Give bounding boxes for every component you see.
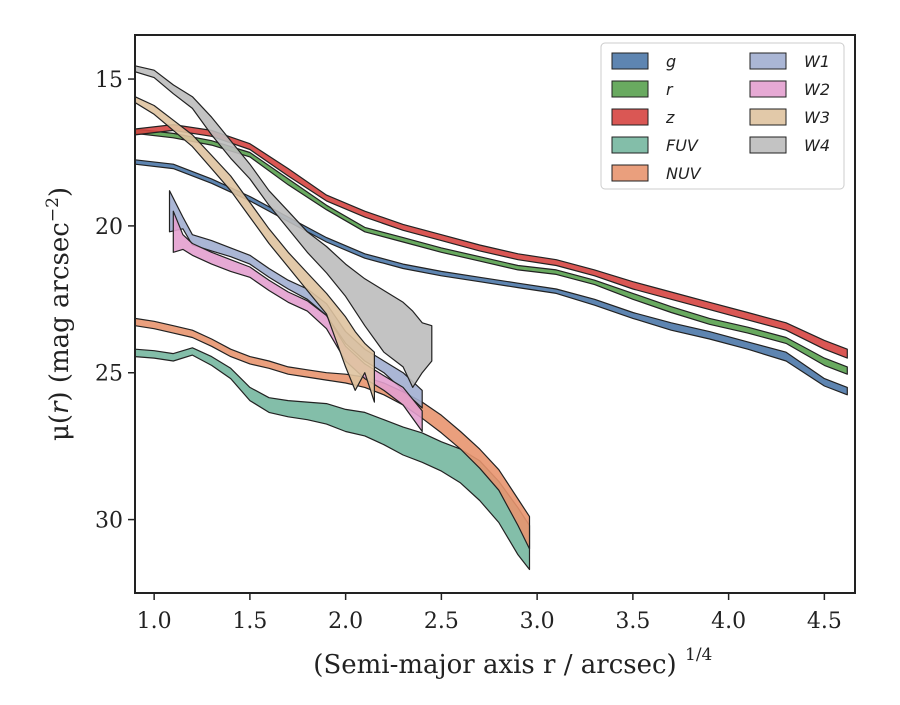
y-axis-label-prefix: μ(	[45, 414, 75, 441]
y-axis-label-var: r	[45, 400, 75, 414]
legend-label-z: z	[665, 108, 675, 127]
legend-label-w2: W2	[804, 80, 830, 99]
x-axis-ticks: 1.0 1.5 2.0 2.5 3.0 3.5 4.0 4.5	[137, 593, 842, 634]
series-band-z	[135, 124, 848, 359]
x-tick-label: 3.5	[615, 609, 650, 634]
series-band-fuv	[135, 347, 531, 571]
x-tick-label: 2.0	[328, 609, 363, 634]
legend-swatch-w1	[749, 52, 787, 70]
y-axis-label-close: )	[45, 187, 75, 197]
legend-label-w4: W4	[804, 136, 830, 155]
legend-label-g: g	[666, 52, 676, 71]
x-tick-label: 1.0	[137, 609, 172, 634]
y-tick-label: 25	[95, 362, 123, 387]
legend-swatch-g	[611, 52, 649, 70]
y-tick-label: 30	[95, 509, 123, 534]
x-axis-label-text: (Semi-major axis r / arcsec)	[313, 650, 676, 680]
legend-swatch-w2	[749, 80, 787, 98]
legend-swatch-w4	[749, 136, 787, 154]
x-tick-label: 1.5	[232, 609, 267, 634]
legend-swatch-w3	[749, 108, 787, 126]
series-band-w3	[135, 96, 375, 403]
x-tick-label: 3.0	[520, 609, 555, 634]
legend-label-w1: W1	[804, 52, 830, 71]
series-band-nuv	[135, 317, 531, 550]
series-band-r	[135, 128, 848, 375]
plot-frame	[134, 34, 856, 594]
x-axis-label: (Semi-major axis r / arcsec)	[313, 650, 676, 680]
y-axis-label-exponent: −2	[43, 197, 63, 222]
series-band-g	[135, 159, 848, 396]
legend-label-r: r	[666, 80, 674, 99]
y-axis-label-suffix: ) (mag arcsec	[45, 222, 75, 401]
y-tick-label: 20	[95, 215, 123, 240]
series-bands	[135, 65, 848, 571]
x-tick-label: 2.5	[424, 609, 459, 634]
legend-swatch-z	[611, 108, 649, 126]
series-band-w4	[135, 65, 433, 388]
legend-label-w3: W3	[804, 108, 830, 127]
legend-swatch-r	[611, 80, 649, 98]
y-tick-label: 15	[95, 68, 123, 93]
y-axis-label: μ(r) (mag arcsec−2)	[43, 187, 75, 441]
y-axis-ticks: 15 20 25 30	[95, 68, 135, 534]
legend-label-nuv: NUV	[666, 164, 702, 183]
x-tick-label: 4.0	[711, 609, 746, 634]
legend-swatch-fuv	[611, 136, 649, 154]
x-axis-label-exponent: 1/4	[685, 645, 712, 665]
legend: grz FUV NUV W1 W2 W3 W4	[600, 42, 845, 190]
legend-swatch-nuv	[611, 164, 649, 182]
series-band-w2	[172, 210, 423, 433]
x-tick-label: 4.5	[807, 609, 842, 634]
legend-label-fuv: FUV	[666, 136, 699, 155]
